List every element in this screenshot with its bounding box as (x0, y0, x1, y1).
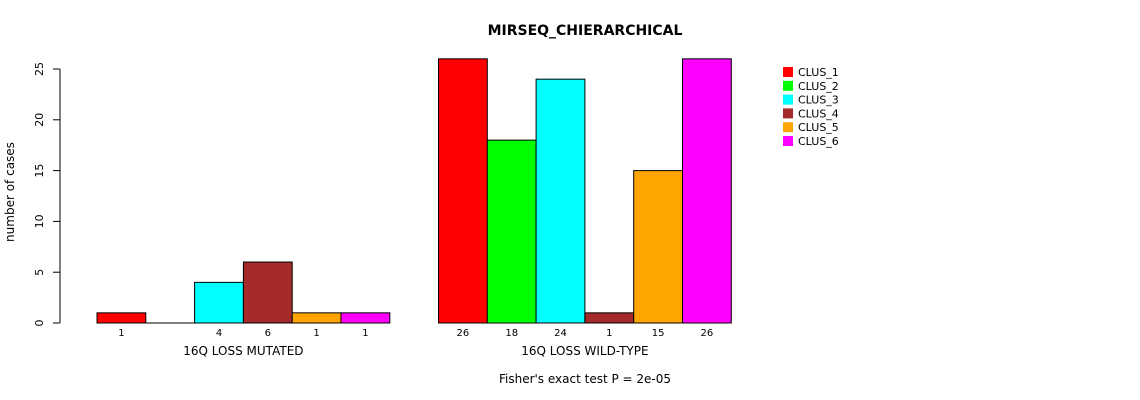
legend-label: CLUS_6 (798, 135, 839, 148)
bar-value-label: 6 (265, 328, 271, 339)
bar-value-label: 4 (216, 328, 222, 339)
bar-value-label: 15 (652, 328, 665, 339)
bar-value-label: 26 (701, 328, 714, 339)
group-label: 16Q LOSS MUTATED (183, 344, 303, 358)
legend-swatch (783, 136, 793, 146)
legend-label: CLUS_3 (798, 94, 839, 107)
bar (194, 281, 244, 324)
legend-swatch (783, 80, 793, 91)
bar (96, 312, 147, 324)
footnote: Fisher's exact test P = 2e-05 (499, 372, 671, 386)
bar (242, 261, 293, 324)
bar-value-label: 1 (606, 328, 612, 339)
y-tick-label: 5 (33, 269, 46, 276)
bar-value-label: 18 (505, 328, 518, 339)
bar (633, 170, 684, 324)
bar (340, 312, 391, 324)
legend-label: CLUS_2 (798, 80, 839, 93)
y-axis: 0 5 10 15 20 25 (33, 62, 61, 327)
bar-value-label: 1 (118, 328, 124, 339)
y-tick-label: 20 (33, 113, 46, 127)
bar-value-label: 24 (554, 328, 567, 339)
y-tick-label: 15 (33, 164, 46, 178)
legend-swatch (783, 67, 793, 77)
bar (291, 312, 342, 324)
y-tick-label: 25 (33, 62, 46, 76)
bar (584, 312, 635, 324)
group-labels: 16Q LOSS MUTATED 16Q LOSS WILD-TYPE (183, 344, 648, 358)
legend-label: CLUS_1 (798, 66, 839, 79)
legend-label: CLUS_4 (798, 107, 839, 120)
bar-value-label: 1 (313, 328, 319, 339)
legend-swatch (783, 122, 793, 133)
bar-value-label: 1 (362, 328, 368, 339)
bar (438, 58, 488, 324)
bar (486, 139, 537, 324)
bar-value-label: 26 (457, 328, 470, 339)
bars (96, 58, 732, 324)
bar (535, 78, 586, 324)
chart-title: MIRSEQ_CHIERARCHICAL (488, 23, 683, 39)
bar-labels: 1 4 6 1 1 26 18 24 1 15 26 (118, 328, 713, 339)
group-label: 16Q LOSS WILD-TYPE (521, 344, 648, 358)
y-tick-label: 0 (33, 320, 46, 327)
legend-label: CLUS_5 (798, 121, 839, 134)
legend-swatch (783, 108, 793, 119)
y-axis-label: number of cases (3, 142, 17, 242)
y-tick-label: 10 (33, 214, 46, 228)
legend-swatch (783, 94, 793, 105)
bar (682, 58, 732, 324)
